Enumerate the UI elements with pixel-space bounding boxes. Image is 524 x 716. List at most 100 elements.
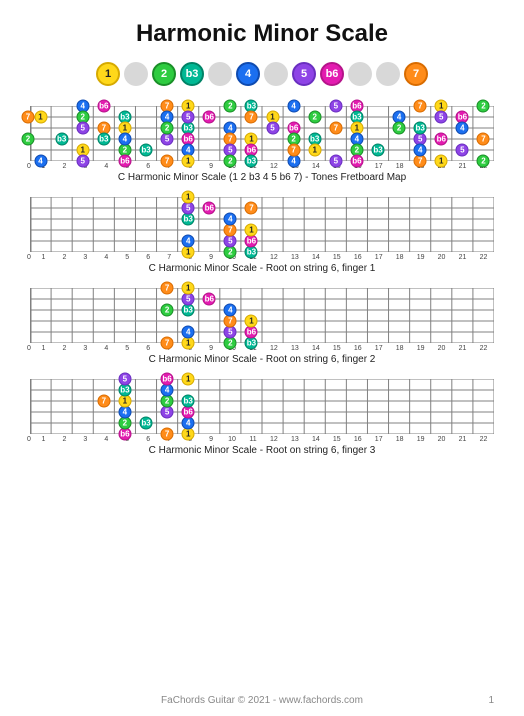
degree-2: 2	[152, 62, 176, 86]
note-b6: b6	[97, 100, 110, 113]
fret-number: 3	[75, 345, 96, 352]
note-2: 2	[477, 100, 490, 113]
fret-number: 13	[284, 436, 305, 443]
fret-number: 12	[263, 345, 284, 352]
note-7: 7	[287, 144, 300, 157]
fret-number: 11	[243, 436, 264, 443]
fret-number: 12	[263, 436, 284, 443]
note-b3: b3	[97, 133, 110, 146]
fret-number: 4	[96, 436, 117, 443]
fretboard-diagram-0: 7241b342515b67b32b6b314b3745721b3b6415b6…	[30, 106, 494, 183]
note-2: 2	[308, 111, 321, 124]
note-b6: b6	[203, 202, 216, 215]
fret-number: 17	[368, 436, 389, 443]
note-b6: b6	[203, 293, 216, 306]
fret-number: 20	[431, 254, 452, 261]
degree-blank	[264, 62, 288, 86]
degree-b3: b3	[180, 62, 204, 86]
note-4: 4	[182, 235, 195, 248]
note-1: 1	[182, 155, 195, 168]
fret-number: 6	[138, 345, 159, 352]
fret-number: 22	[473, 436, 494, 443]
diagram-list: 7241b342515b67b32b6b314b3745721b3b6415b6…	[30, 106, 494, 456]
note-1: 1	[435, 155, 448, 168]
note-5: 5	[329, 155, 342, 168]
fret-number: 5	[117, 345, 138, 352]
note-7: 7	[245, 111, 258, 124]
fret-number: 18	[389, 345, 410, 352]
note-7: 7	[97, 395, 110, 408]
diagram-caption: C Harmonic Minor Scale - Root on string …	[30, 263, 494, 274]
note-2: 2	[477, 155, 490, 168]
note-7: 7	[414, 100, 427, 113]
fret-number: 2	[54, 163, 75, 170]
fretboard-diagram-1: 12b345b671b345b6170123456789101112131415…	[30, 197, 494, 274]
note-5: 5	[266, 122, 279, 135]
note-2: 2	[161, 304, 174, 317]
fret-number: 10	[222, 436, 243, 443]
fretboard-grid: 7241b342515b67b32b6b314b3745721b3b6415b6…	[30, 106, 494, 161]
fret-number: 21	[452, 254, 473, 261]
fret-number: 5	[117, 254, 138, 261]
note-b3: b3	[140, 417, 153, 430]
fret-number: 15	[326, 345, 347, 352]
note-1: 1	[182, 191, 195, 204]
note-1: 1	[308, 144, 321, 157]
fret-number: 18	[389, 254, 410, 261]
footer-text: FaChords Guitar © 2021 - www.fachords.co…	[161, 695, 363, 706]
note-b6: b6	[435, 133, 448, 146]
diagram-caption: C Harmonic Minor Scale - Root on string …	[30, 445, 494, 456]
note-5: 5	[76, 122, 89, 135]
fret-number: 16	[347, 254, 368, 261]
degree-5: 5	[292, 62, 316, 86]
note-5: 5	[76, 155, 89, 168]
degree-7: 7	[404, 62, 428, 86]
fret-number: 2	[54, 345, 75, 352]
note-5: 5	[182, 111, 195, 124]
note-2: 2	[161, 122, 174, 135]
fret-number: 19	[410, 436, 431, 443]
note-4: 4	[456, 122, 469, 135]
note-2: 2	[22, 133, 35, 146]
fretboard-grid: b6712b3445b6712b3b345b61	[30, 379, 494, 434]
page-footer: FaChords Guitar © 2021 - www.fachords.co…	[0, 695, 524, 706]
fret-number: 4	[96, 254, 117, 261]
note-7: 7	[329, 122, 342, 135]
fret-number: 17	[368, 254, 389, 261]
note-7: 7	[161, 282, 174, 295]
fret-number: 17	[368, 163, 389, 170]
fret-number: 6	[138, 254, 159, 261]
fret-number: 6	[138, 163, 159, 170]
fret-number: 4	[96, 163, 117, 170]
fret-number: 15	[326, 436, 347, 443]
fret-number: 14	[305, 436, 326, 443]
fret-number: 16	[347, 345, 368, 352]
note-7: 7	[161, 155, 174, 168]
note-b3: b3	[140, 144, 153, 157]
note-1: 1	[182, 373, 195, 386]
fret-number: 18	[389, 436, 410, 443]
fret-number: 14	[305, 345, 326, 352]
fret-number: 9	[201, 163, 222, 170]
fret-number: 21	[452, 436, 473, 443]
fret-number: 15	[326, 254, 347, 261]
fret-number: 9	[201, 436, 222, 443]
note-2: 2	[224, 100, 237, 113]
fret-number-row: 012345678910111213141516171819202122	[30, 345, 494, 352]
diagram-caption: C Harmonic Minor Scale - Root on string …	[30, 354, 494, 365]
note-2: 2	[393, 122, 406, 135]
fret-number: 17	[368, 345, 389, 352]
fret-number: 9	[201, 254, 222, 261]
degree-4: 4	[236, 62, 260, 86]
fretboard-grid: 12b345b671b345b617	[30, 197, 494, 252]
fretboard-diagram-2: 712b345b6712b345b67101234567891011121314…	[30, 288, 494, 365]
degree-blank	[208, 62, 232, 86]
fret-number: 2	[54, 436, 75, 443]
fret-number: 18	[389, 163, 410, 170]
fret-number: 3	[75, 436, 96, 443]
note-2: 2	[224, 155, 237, 168]
fret-number: 1	[33, 254, 54, 261]
fret-number-row: 012345678910111213141516171819202122	[30, 254, 494, 261]
note-b6: b6	[350, 155, 363, 168]
note-7: 7	[161, 428, 174, 441]
